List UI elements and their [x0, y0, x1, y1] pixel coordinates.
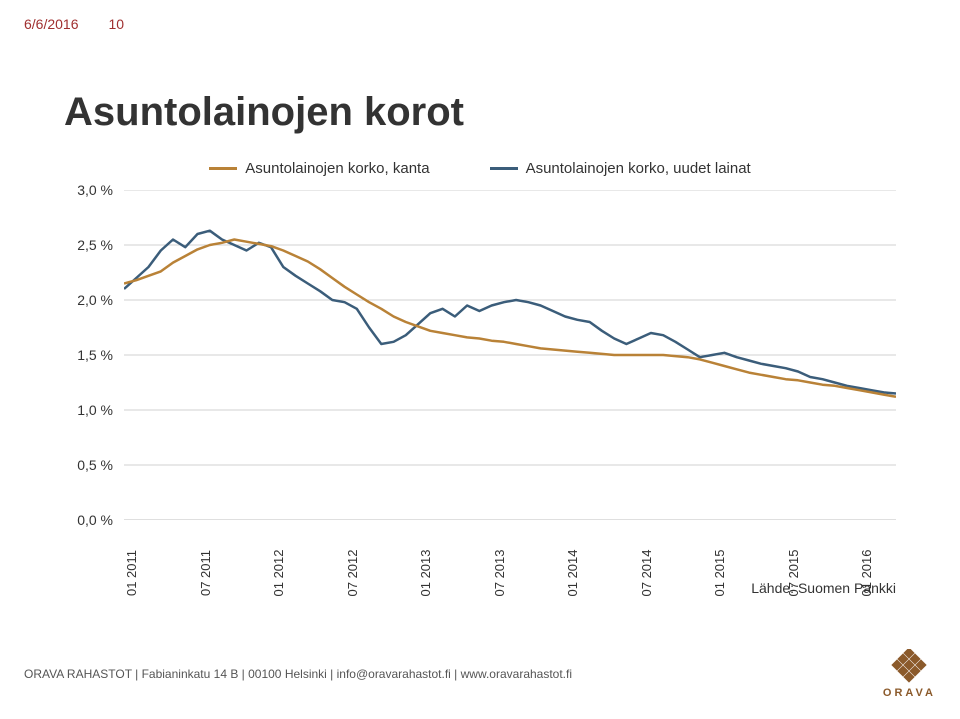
brand-logo-word: ORAVA: [883, 687, 936, 699]
slide-title: Asuntolainojen korot: [64, 90, 464, 135]
legend-swatch-uudet: [490, 167, 518, 170]
y-tick-label: 1,0 %: [77, 402, 113, 418]
x-tick-label: 07 2012: [345, 550, 360, 597]
x-tick-label: 01 2012: [271, 550, 286, 597]
x-tick-label: 01 2015: [712, 550, 727, 597]
y-tick-label: 1,5 %: [77, 347, 113, 363]
legend: Asuntolainojen korko, kanta Asuntolainoj…: [64, 160, 896, 177]
x-tick-label: 07 2011: [198, 550, 213, 596]
legend-label-kanta: Asuntolainojen korko, kanta: [245, 160, 429, 177]
legend-label-uudet: Asuntolainojen korko, uudet lainat: [526, 160, 751, 177]
legend-item-kanta: Asuntolainojen korko, kanta: [209, 160, 429, 177]
chart-container: Asuntolainojen korko, kanta Asuntolainoj…: [64, 160, 896, 590]
y-tick-label: 3,0 %: [77, 182, 113, 198]
x-tick-label: 01 2013: [418, 550, 433, 597]
footer: ORAVA RAHASTOT | Fabianinkatu 14 B | 001…: [24, 649, 936, 699]
y-tick-label: 0,0 %: [77, 512, 113, 528]
brand-logo: ORAVA: [883, 649, 936, 699]
series-line: [124, 231, 896, 394]
header-date: 6/6/2016: [24, 16, 79, 32]
y-tick-label: 2,5 %: [77, 237, 113, 253]
series-line: [124, 240, 896, 397]
x-tick-label: 07 2013: [492, 550, 507, 597]
x-tick-label: 01 2014: [565, 550, 580, 597]
source-label: Lähde: Suomen Pankki: [751, 580, 896, 596]
header-slide-number: 10: [109, 16, 125, 32]
y-tick-label: 2,0 %: [77, 292, 113, 308]
x-tick-label: 07 2014: [639, 550, 654, 597]
y-tick-label: 0,5 %: [77, 457, 113, 473]
y-axis-labels: 0,0 %0,5 %1,0 %1,5 %2,0 %2,5 %3,0 %: [64, 190, 119, 520]
footer-text: ORAVA RAHASTOT | Fabianinkatu 14 B | 001…: [24, 667, 572, 681]
legend-item-uudet: Asuntolainojen korko, uudet lainat: [490, 160, 751, 177]
x-tick-label: 01 2011: [124, 550, 139, 596]
x-axis-labels: 01 201107 201101 201207 201201 201307 20…: [124, 525, 896, 580]
pinecone-icon: [889, 649, 929, 685]
plot-area: [124, 190, 896, 520]
legend-swatch-kanta: [209, 167, 237, 170]
slide-header: 6/6/2016 10: [24, 16, 936, 32]
chart-svg: [124, 190, 896, 520]
